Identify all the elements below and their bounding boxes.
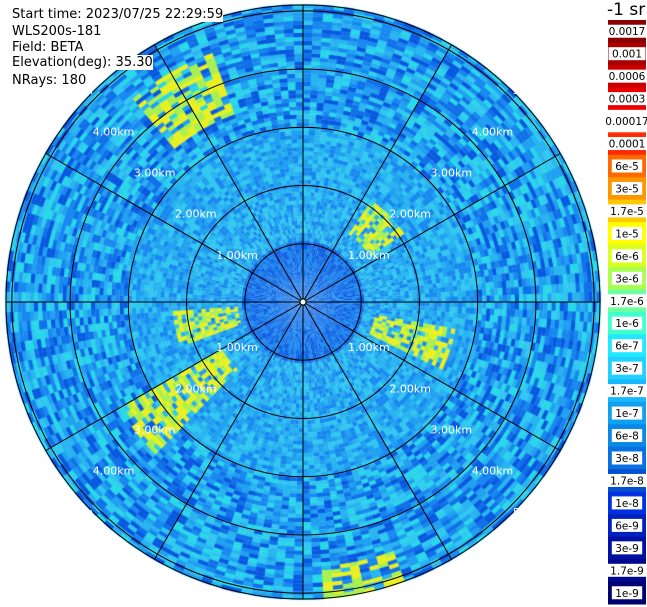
ring-label: 5.00km — [52, 506, 94, 519]
colorbar-tick-label: 0.0006 — [609, 71, 646, 83]
colorbar-tick-label: 3e-8 — [615, 453, 639, 465]
radial-line-60 — [302, 153, 561, 303]
colorbar-tick-label: 3e-5 — [615, 183, 639, 195]
ring-label: 1.00km — [348, 249, 390, 262]
colorbar-label-bg — [605, 384, 647, 398]
ring-label: 4.00km — [472, 125, 514, 138]
ring-label: 3.00km — [134, 424, 176, 437]
field-label: Field: BETA — [12, 40, 84, 55]
ring-label: 3.00km — [431, 424, 473, 437]
elevation-label: Elevation(deg): 35.30 — [12, 55, 153, 70]
colorbar-label-bg — [605, 137, 647, 151]
colorbar-label-bg — [605, 294, 647, 308]
colorbar-label-bg — [605, 92, 647, 106]
colorbar-tick-label: 1.7e-6 — [610, 296, 644, 308]
colorbar-tick-label: 1.7e-7 — [610, 386, 644, 398]
device-label: WLS200s-181 — [12, 24, 102, 39]
colorbar-tick-label: 1e-7 — [615, 408, 639, 420]
ring-label: 2.00km — [175, 208, 217, 221]
ring-label: 1.00km — [348, 341, 390, 354]
radial-line-300 — [45, 153, 304, 303]
colorbar-label-bg — [611, 586, 643, 600]
ring-label: 5.00km — [513, 506, 555, 519]
colorbar-tick-label: 1e-6 — [615, 318, 639, 330]
colorbar-tick-label: 1.7e-9 — [610, 565, 644, 577]
ring-label: 3.00km — [431, 166, 473, 179]
colorbar-label-bg — [605, 24, 647, 38]
colorbar-tick-label: 1.7e-5 — [610, 206, 644, 218]
ring-label: 3.00km — [134, 166, 176, 179]
ring-label: 4.00km — [93, 465, 135, 478]
colorbar-label-bg — [611, 339, 643, 353]
colorbar-label-bg — [611, 518, 643, 532]
colorbar-label-bg — [611, 406, 643, 420]
colorbar-label-bg — [611, 316, 643, 330]
colorbar-label-bg — [611, 159, 643, 173]
colorbar-tick-label: 3e-7 — [615, 363, 639, 375]
radial-line-150 — [302, 301, 452, 560]
radial-line-330 — [154, 44, 304, 303]
ring-label: 4.00km — [93, 125, 135, 138]
ring-label: 1.00km — [216, 341, 258, 354]
colorbar-label-bg — [611, 361, 643, 375]
colorbar-tick-label: 6e-5 — [615, 161, 639, 173]
colorbar-label-bg — [611, 271, 643, 285]
radial-line-210 — [154, 301, 304, 560]
colorbar-label-bg — [601, 114, 647, 128]
ring-label: 4.00km — [472, 465, 514, 478]
colorbar-tick-label: 1.7e-8 — [610, 475, 644, 487]
colorbar-label-bg — [605, 473, 647, 487]
colorbar-tick-label: 0.00017 — [605, 116, 647, 128]
nrays-label: NRays: 180 — [12, 73, 87, 88]
ring-label: 5.00km — [513, 84, 555, 97]
colorbar-label-bg — [608, 47, 646, 61]
ring-label: 2.00km — [175, 382, 217, 395]
radial-line-120 — [302, 301, 561, 451]
colorbar-tick-label: 1e-5 — [615, 228, 639, 240]
colorbar-label-bg — [611, 181, 643, 195]
colorbar-tick-label: 0.0017 — [609, 26, 646, 38]
start-time-label: Start time: 2023/07/25 22:29:59 — [12, 7, 224, 22]
colorbar-tick-label: 0.0003 — [609, 94, 646, 106]
colorbar-label-bg — [611, 451, 643, 465]
colorbar-label-bg — [611, 496, 643, 510]
colorbar-tick-label: 3e-9 — [615, 543, 639, 555]
radial-line-30 — [302, 44, 452, 303]
colorbar-tick-label: 1e-8 — [615, 498, 639, 510]
colorbar-tick-label: 6e-9 — [615, 520, 639, 532]
radial-line-240 — [45, 301, 304, 451]
colorbar-tick-label: 6e-7 — [615, 341, 639, 353]
colorbar-label-bg — [605, 563, 647, 577]
colorbar-label-bg — [611, 429, 643, 443]
colorbar-label-bg — [605, 204, 647, 218]
ring-label: 1.00km — [216, 249, 258, 262]
colorbar-tick-label: 0.001 — [612, 49, 642, 61]
colorbar-label-bg — [611, 249, 643, 263]
colorbar-tick-label: 3e-6 — [615, 273, 639, 285]
ring-label: 2.00km — [389, 382, 431, 395]
radar-center-marker — [299, 298, 307, 306]
colorbar-tick-label: 0.0001 — [609, 139, 646, 151]
colorbar-label-bg — [605, 69, 647, 83]
colorbar-unit-label: -1 sr — [607, 0, 646, 20]
colorbar-tick-label: 6e-6 — [615, 251, 639, 263]
colorbar-label-bg — [611, 541, 643, 555]
colorbar-tick-label: 1e-9 — [615, 588, 639, 600]
ring-label: 2.00km — [389, 208, 431, 221]
colorbar-tick-label: 6e-8 — [615, 431, 639, 443]
colorbar-label-bg — [611, 226, 643, 240]
